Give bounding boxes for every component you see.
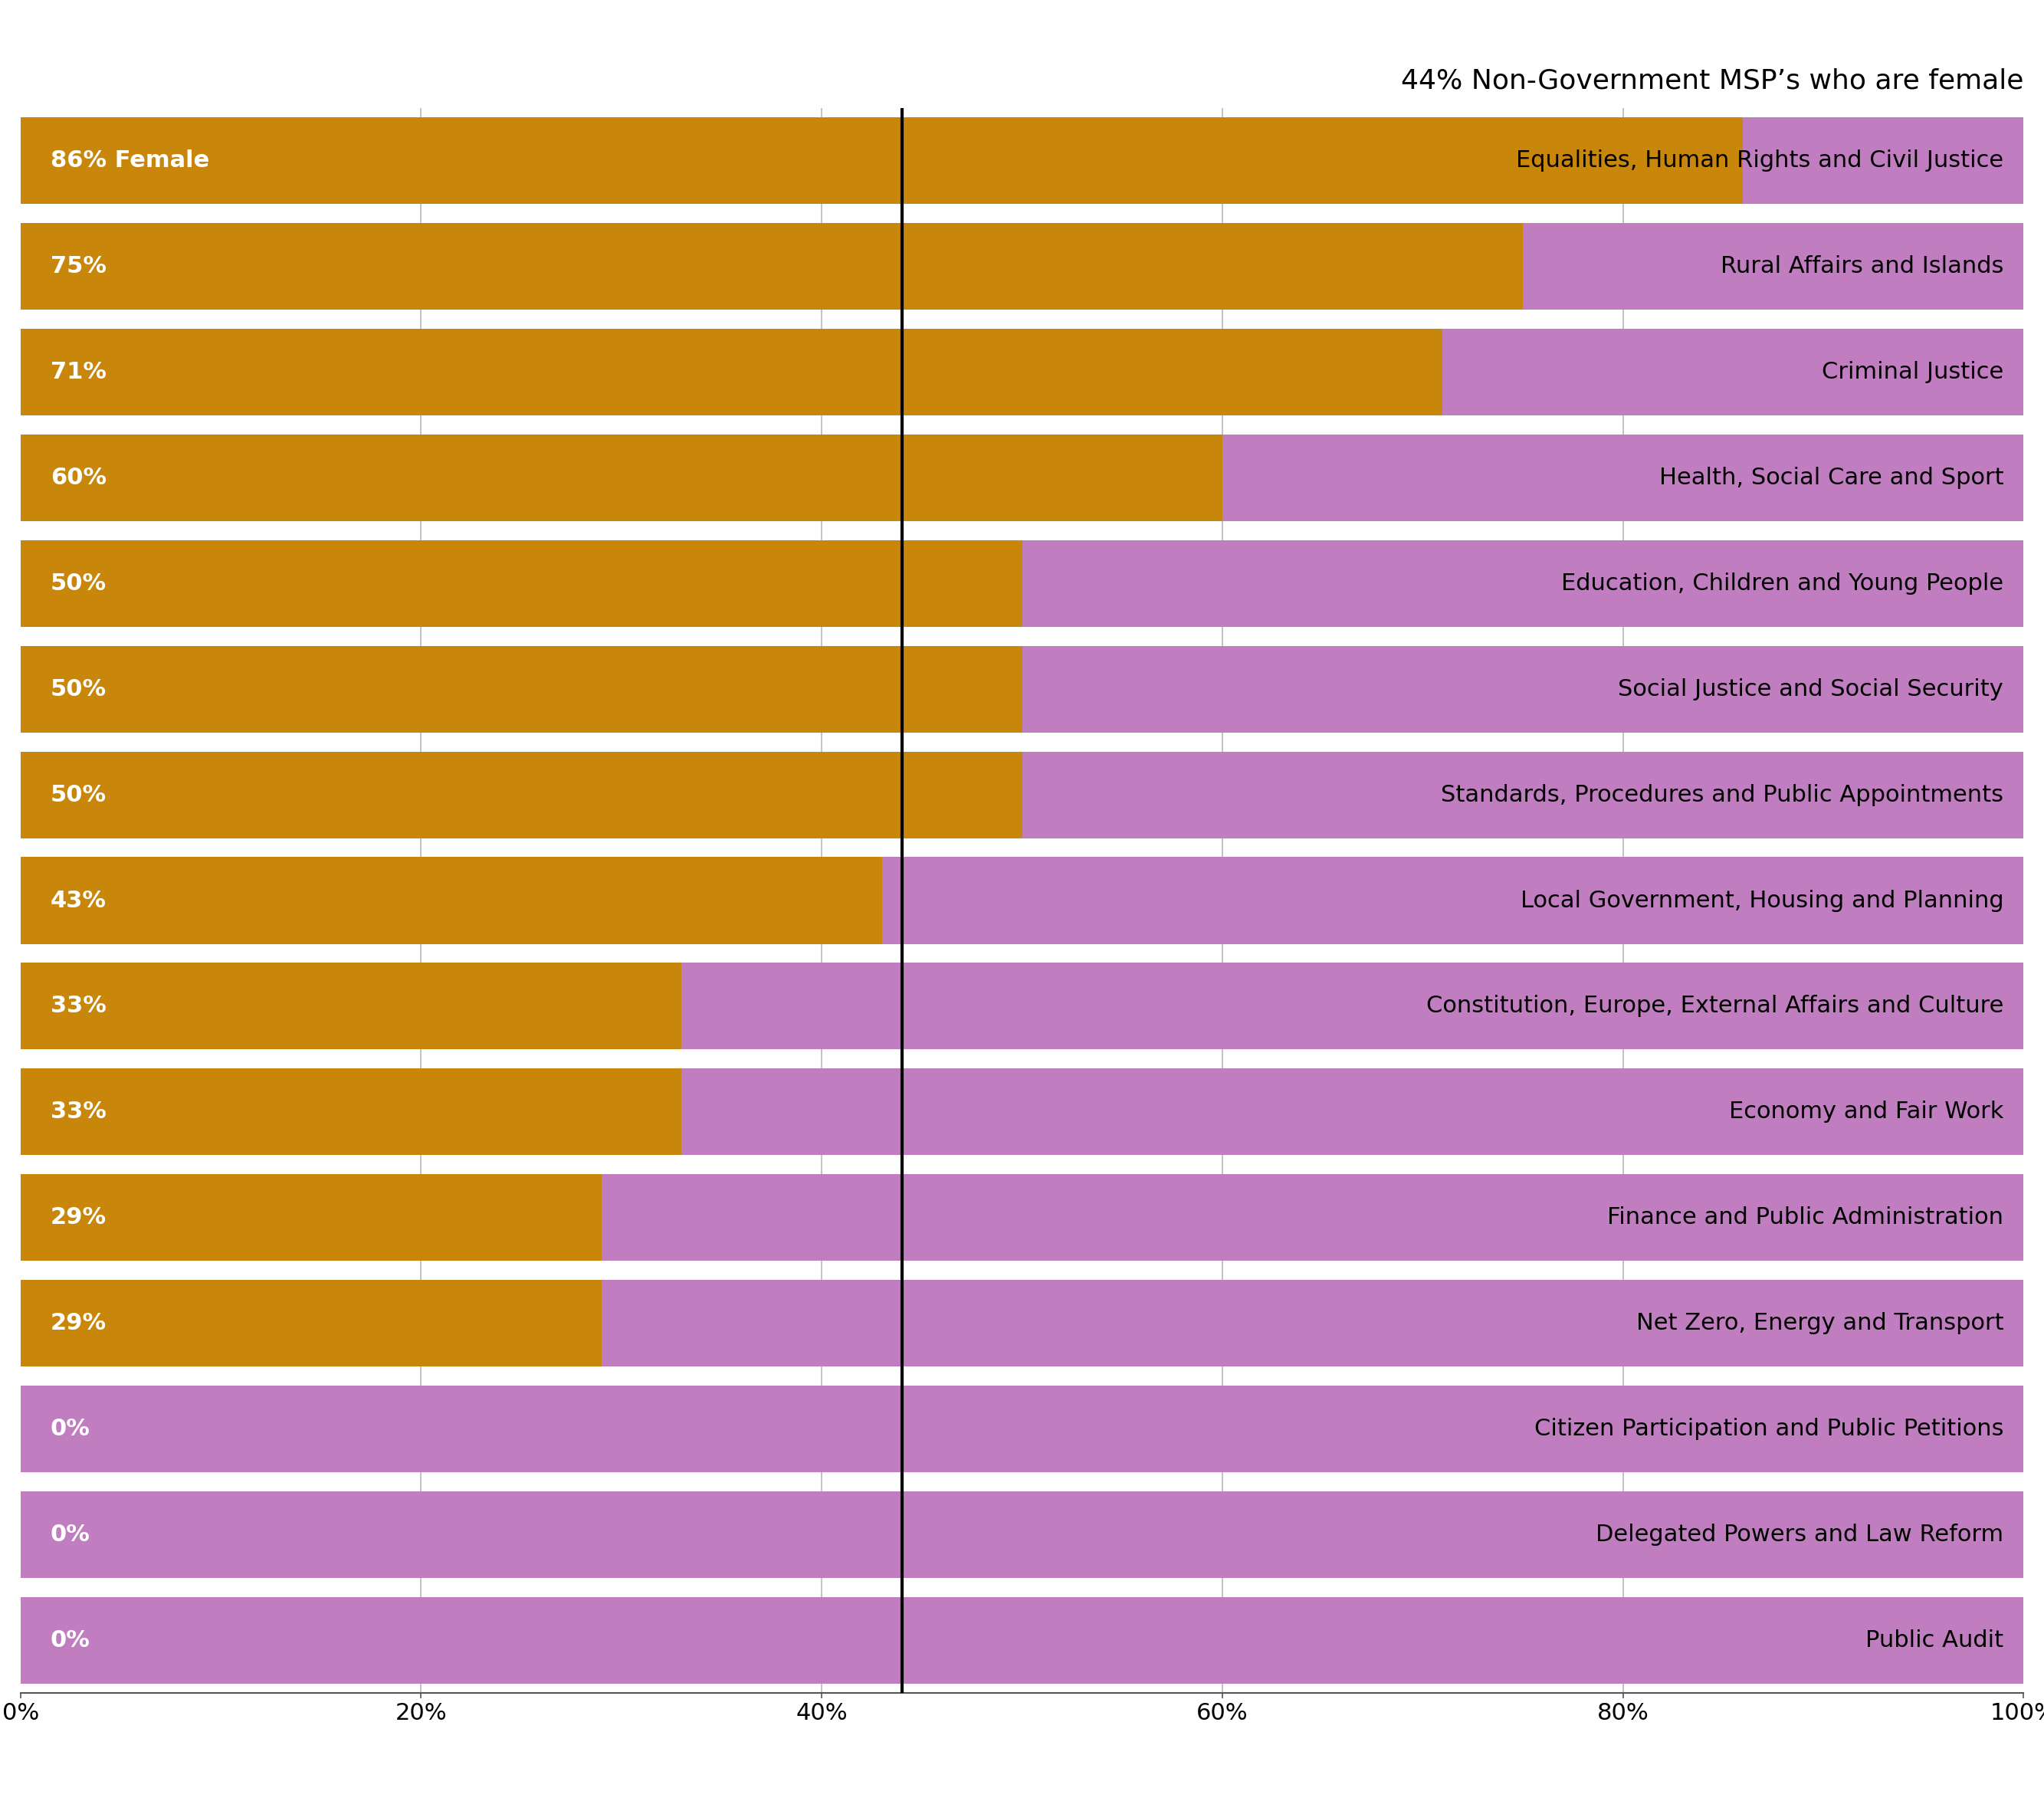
Text: Health, Social Care and Sport: Health, Social Care and Sport xyxy=(1660,466,2003,490)
Bar xyxy=(1022,540,2024,627)
Bar xyxy=(20,434,1222,520)
Text: 44% Non-Government MSP’s who are female: 44% Non-Government MSP’s who are female xyxy=(1400,68,2024,94)
Bar xyxy=(20,1174,601,1261)
Text: 0%: 0% xyxy=(51,1524,90,1545)
Text: 43%: 43% xyxy=(51,890,106,911)
Bar xyxy=(20,223,1523,310)
Bar xyxy=(20,1385,2024,1471)
Bar xyxy=(20,1491,2024,1578)
Bar xyxy=(1443,330,2024,416)
Text: 0%: 0% xyxy=(51,1417,90,1441)
Text: Standards, Procedures and Public Appointments: Standards, Procedures and Public Appoint… xyxy=(1441,783,2003,807)
Bar xyxy=(601,1281,2024,1367)
Text: Public Audit: Public Audit xyxy=(1866,1628,2003,1652)
Bar xyxy=(20,1068,681,1154)
Text: 50%: 50% xyxy=(51,573,106,594)
Bar xyxy=(20,540,1022,627)
Bar xyxy=(1022,751,2024,837)
Bar xyxy=(1744,117,2024,204)
Text: Social Justice and Social Security: Social Justice and Social Security xyxy=(1619,677,2003,701)
Bar xyxy=(881,857,2024,944)
Bar xyxy=(1523,223,2024,310)
Bar xyxy=(20,647,1022,733)
Text: Citizen Participation and Public Petitions: Citizen Participation and Public Petitio… xyxy=(1535,1417,2003,1441)
Text: 50%: 50% xyxy=(51,677,106,701)
Text: Finance and Public Administration: Finance and Public Administration xyxy=(1607,1207,2003,1228)
Bar xyxy=(20,964,681,1050)
Text: Criminal Justice: Criminal Justice xyxy=(1821,360,2003,384)
Text: 29%: 29% xyxy=(51,1207,106,1228)
Bar xyxy=(20,751,1022,837)
Bar xyxy=(681,964,2024,1050)
Text: 0%: 0% xyxy=(51,1628,90,1652)
Text: 86% Female: 86% Female xyxy=(51,149,208,173)
Bar xyxy=(20,117,1744,204)
Text: Net Zero, Energy and Transport: Net Zero, Energy and Transport xyxy=(1635,1311,2003,1335)
Text: 29%: 29% xyxy=(51,1311,106,1335)
Text: Equalities, Human Rights and Civil Justice: Equalities, Human Rights and Civil Justi… xyxy=(1517,149,2003,173)
Text: Local Government, Housing and Planning: Local Government, Housing and Planning xyxy=(1521,890,2003,911)
Bar xyxy=(20,857,881,944)
Text: Constitution, Europe, External Affairs and Culture: Constitution, Europe, External Affairs a… xyxy=(1427,994,2003,1018)
Text: Economy and Fair Work: Economy and Fair Work xyxy=(1729,1100,2003,1124)
Bar xyxy=(20,1281,601,1367)
Bar xyxy=(20,330,1443,416)
Text: Rural Affairs and Islands: Rural Affairs and Islands xyxy=(1721,256,2003,277)
Text: 33%: 33% xyxy=(51,1100,106,1124)
Text: 75%: 75% xyxy=(51,256,106,277)
Text: Delegated Powers and Law Reform: Delegated Powers and Law Reform xyxy=(1596,1524,2003,1545)
Text: 50%: 50% xyxy=(51,783,106,807)
Text: 71%: 71% xyxy=(51,360,106,384)
Text: 60%: 60% xyxy=(51,466,106,490)
Bar xyxy=(20,1597,2024,1684)
Bar xyxy=(681,1068,2024,1154)
Bar xyxy=(1022,647,2024,733)
Text: Education, Children and Young People: Education, Children and Young People xyxy=(1562,573,2003,594)
Text: 33%: 33% xyxy=(51,994,106,1018)
Bar xyxy=(601,1174,2024,1261)
Bar xyxy=(1222,434,2024,520)
